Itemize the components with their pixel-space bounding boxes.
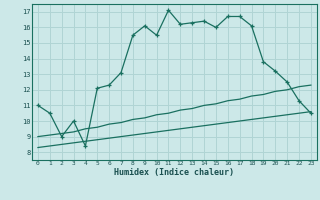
X-axis label: Humidex (Indice chaleur): Humidex (Indice chaleur) bbox=[115, 168, 234, 177]
